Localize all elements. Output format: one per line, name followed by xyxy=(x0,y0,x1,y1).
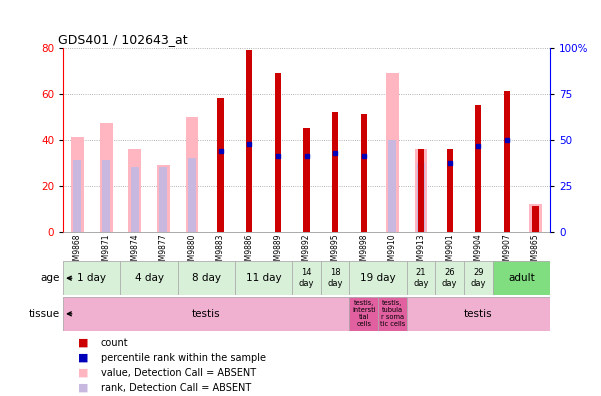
Text: count: count xyxy=(101,337,129,348)
Bar xyxy=(407,261,435,295)
Text: 1 day: 1 day xyxy=(78,273,106,283)
Text: testis,
tubula
r soma
tic cells: testis, tubula r soma tic cells xyxy=(380,300,405,327)
Bar xyxy=(178,261,235,295)
Text: 14
day: 14 day xyxy=(299,268,314,288)
Text: 26
day: 26 day xyxy=(442,268,457,288)
Bar xyxy=(128,149,141,232)
Bar xyxy=(304,128,310,232)
Bar xyxy=(435,261,464,295)
Bar xyxy=(378,297,407,331)
Text: testis,
intersti
tial
cells: testis, intersti tial cells xyxy=(352,300,376,327)
Text: testis: testis xyxy=(192,309,221,319)
Bar xyxy=(349,297,378,331)
Text: 21
day: 21 day xyxy=(413,268,429,288)
Bar xyxy=(388,139,397,232)
Bar xyxy=(447,149,453,232)
Text: 8 day: 8 day xyxy=(192,273,221,283)
Bar xyxy=(532,206,538,232)
Text: GDS401 / 102643_at: GDS401 / 102643_at xyxy=(58,33,188,46)
Text: age: age xyxy=(41,273,60,283)
Text: 4 day: 4 day xyxy=(135,273,163,283)
Bar xyxy=(218,98,224,232)
Bar xyxy=(475,105,481,232)
Text: 29
day: 29 day xyxy=(471,268,486,288)
Bar xyxy=(418,149,424,232)
Bar xyxy=(361,114,367,232)
Bar xyxy=(349,261,407,295)
Text: testis: testis xyxy=(464,309,493,319)
Bar xyxy=(415,149,427,232)
Bar xyxy=(332,112,338,232)
Bar xyxy=(504,91,510,232)
Bar xyxy=(73,160,81,232)
Bar xyxy=(63,261,120,295)
Text: ■: ■ xyxy=(78,337,88,348)
Text: 11 day: 11 day xyxy=(246,273,281,283)
Bar xyxy=(102,160,110,232)
Bar xyxy=(275,73,281,232)
Text: ■: ■ xyxy=(78,352,88,363)
Text: value, Detection Call = ABSENT: value, Detection Call = ABSENT xyxy=(101,367,256,378)
Text: ■: ■ xyxy=(78,367,88,378)
Bar xyxy=(188,158,196,232)
Bar xyxy=(63,297,349,331)
Bar xyxy=(157,165,169,232)
Text: ■: ■ xyxy=(78,383,88,393)
Bar xyxy=(246,50,252,232)
Bar xyxy=(386,73,399,232)
Bar xyxy=(529,204,542,232)
Bar xyxy=(120,261,178,295)
Bar xyxy=(100,124,112,232)
Bar xyxy=(493,261,550,295)
Bar xyxy=(464,261,493,295)
Text: rank, Detection Call = ABSENT: rank, Detection Call = ABSENT xyxy=(101,383,251,393)
Bar xyxy=(130,167,139,232)
Bar xyxy=(159,167,167,232)
Text: percentile rank within the sample: percentile rank within the sample xyxy=(101,352,266,363)
Bar xyxy=(71,137,84,232)
Bar xyxy=(321,261,349,295)
Text: adult: adult xyxy=(508,273,535,283)
Text: 18
day: 18 day xyxy=(328,268,343,288)
Bar xyxy=(417,163,425,232)
Bar xyxy=(186,116,198,232)
Bar xyxy=(235,261,292,295)
Text: 19 day: 19 day xyxy=(360,273,396,283)
Bar xyxy=(292,261,321,295)
Text: tissue: tissue xyxy=(29,309,60,319)
Bar xyxy=(407,297,550,331)
